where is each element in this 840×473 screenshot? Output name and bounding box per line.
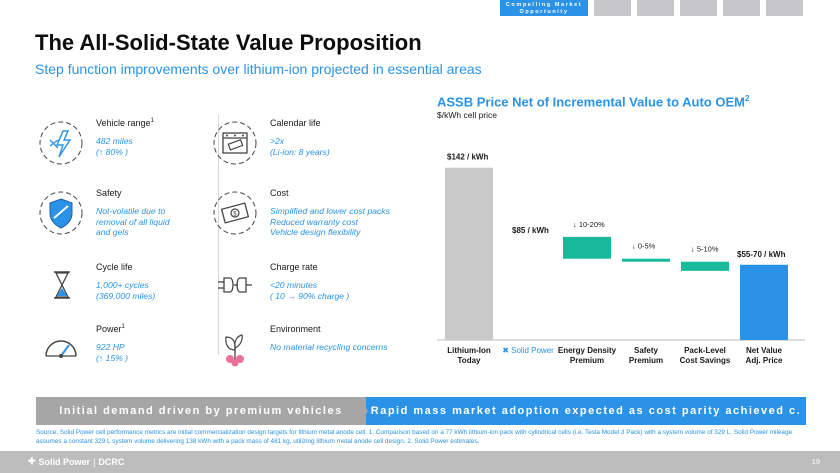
page-title: The All-Solid-State Value Proposition xyxy=(35,30,422,55)
category-label: Energy Density xyxy=(558,346,617,355)
chart-bar xyxy=(563,236,611,259)
category-label: Cost Savings xyxy=(680,356,731,365)
value-label: $55-70 / kWh xyxy=(737,250,786,259)
banner-left: Initial demand driven by premium vehicle… xyxy=(36,397,366,425)
solid-power-logo-icon: ✚ xyxy=(28,456,36,466)
page-subtitle: Step function improvements over lithium-… xyxy=(35,61,482,77)
shield-icon xyxy=(39,191,83,235)
feature-cycle-life: Cycle life 1,000+ cycles (369,000 miles) xyxy=(36,262,236,312)
speedometer-icon xyxy=(45,340,77,358)
category-label: Safety xyxy=(634,346,659,355)
page-number: 19 xyxy=(811,457,820,466)
nav-tab[interactable] xyxy=(637,0,674,16)
banner: Rapid mass market adoption expected as c… xyxy=(36,397,806,445)
footnote: Source: Solid Power cell performance met… xyxy=(36,429,793,445)
recycle-plant-icon xyxy=(225,334,244,367)
feature-charge-rate: Charge rate <20 minutes( 10 → 90% charge… xyxy=(210,262,410,312)
nav-tab-active[interactable]: Compelling Market Opportunity xyxy=(500,0,588,16)
money-icon: $ xyxy=(213,191,257,235)
category-label: Adj. Price xyxy=(746,356,783,365)
value-label: ↓ 5-10% xyxy=(691,245,719,254)
chart-bar xyxy=(445,167,493,340)
chart-title: ASSB Price Net of Incremental Value to A… xyxy=(437,94,750,110)
footer: ✚ Solid Power | DCRC 19 xyxy=(0,451,840,473)
category-label: ✖ Solid Power xyxy=(502,346,554,355)
value-label: ↓ 0-5% xyxy=(632,242,656,251)
chart-bar xyxy=(740,264,788,340)
value-label: $85 / kWh xyxy=(512,226,549,235)
value-label: $142 / kWh xyxy=(447,153,488,162)
banner-arrow xyxy=(358,397,368,425)
lightning-icon xyxy=(39,121,83,165)
svg-text:$: $ xyxy=(233,212,237,218)
feature-cost: $ Cost Simplified and lower cost packs Re… xyxy=(210,188,410,248)
chart-bar xyxy=(681,261,729,271)
hourglass-icon xyxy=(54,271,70,299)
footer-logo: ✚ Solid Power | DCRC xyxy=(28,456,125,467)
nav-tab[interactable] xyxy=(766,0,803,16)
nav-tab[interactable] xyxy=(594,0,631,16)
divider xyxy=(218,115,219,355)
nav-tab[interactable] xyxy=(723,0,760,16)
calendar-icon xyxy=(213,121,257,165)
chart-ylabel: $/kWh cell price xyxy=(437,110,497,120)
top-nav: Compelling Market Opportunity xyxy=(500,0,803,16)
category-label: Premium xyxy=(570,356,604,365)
value-label: ↓ 10-20% xyxy=(573,220,605,229)
plug-icon xyxy=(218,277,252,293)
feature-power: Power1 922 HP (↑ 15% ) xyxy=(36,324,236,374)
category-label: Premium xyxy=(629,356,663,365)
chart-bar xyxy=(622,258,670,262)
feature-safety: Safety Not-volatile due to removal of all… xyxy=(36,188,236,248)
feature-environment: Environment No material recycling concer… xyxy=(210,324,410,374)
nav-tab[interactable] xyxy=(680,0,717,16)
category-label: Today xyxy=(458,356,482,365)
feature-vehicle-range: Vehicle range1 482 miles (↑ 80% ) xyxy=(36,118,236,178)
category-label: Pack-Level xyxy=(684,346,726,355)
feature-calendar-life: Calendar life >2x (Li-ion: 8 years) xyxy=(210,118,410,178)
banner-right: Rapid mass market adoption expected as c… xyxy=(366,397,806,445)
category-label: Net Value xyxy=(746,346,783,355)
category-label: Lithium-Ion xyxy=(447,346,491,355)
